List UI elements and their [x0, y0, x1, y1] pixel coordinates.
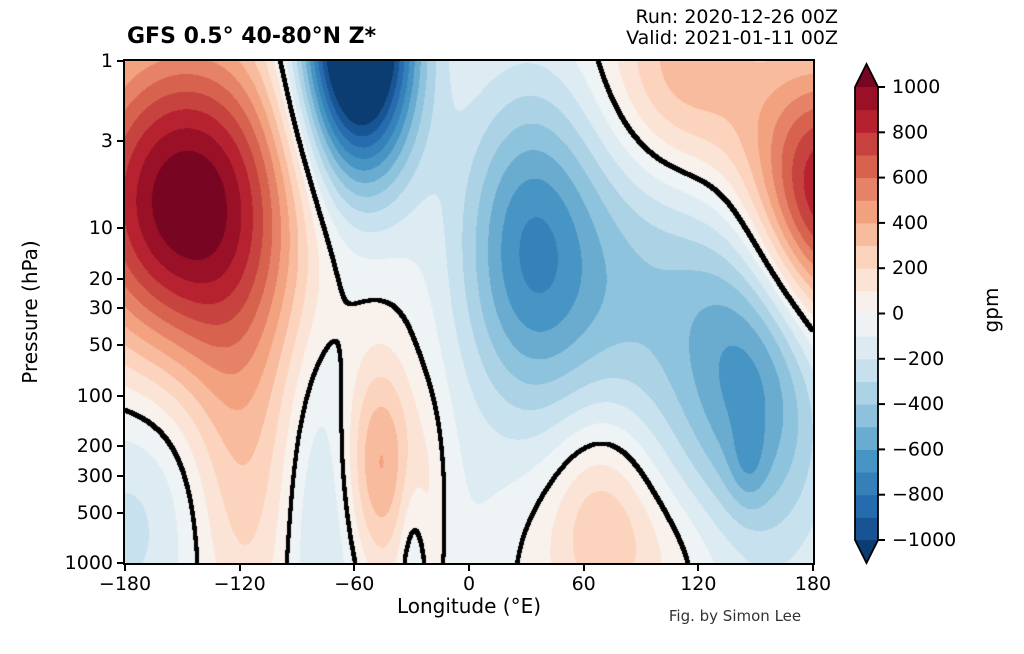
y-tick-label: 50 — [88, 334, 113, 357]
colorbar-segment — [855, 268, 878, 292]
colorbar-segment — [855, 200, 878, 224]
colorbar-segment — [855, 517, 878, 541]
x-tick-label: −120 — [213, 573, 266, 595]
colorbar-segment — [855, 358, 878, 382]
colorbar-segment — [855, 313, 878, 337]
y-tick-label: 20 — [88, 267, 113, 290]
y-tick — [117, 139, 125, 142]
contour-plot-canvas — [125, 61, 813, 563]
colorbar-segment — [855, 449, 878, 473]
x-tick — [353, 563, 356, 571]
colorbar-tick-label: 800 — [892, 121, 928, 143]
y-tick — [117, 307, 125, 310]
colorbar-segment — [855, 154, 878, 179]
colorbar-segment — [855, 404, 878, 428]
x-tick — [238, 563, 241, 571]
colorbar-tick-label: 200 — [892, 257, 928, 279]
y-tick-label: 10 — [88, 217, 113, 240]
x-tick-label: 60 — [571, 573, 596, 595]
x-axis-label: Longitude (°E) — [396, 594, 542, 618]
x-tick — [812, 563, 814, 571]
y-tick-label: 200 — [76, 435, 113, 458]
colorbar-segment — [855, 290, 878, 314]
colorbar-segment — [855, 132, 878, 156]
y-tick — [117, 562, 125, 564]
x-tick-label: 0 — [462, 573, 476, 595]
y-tick-label: 300 — [76, 464, 113, 487]
colorbar-segment — [855, 222, 878, 247]
colorbar-segment — [855, 245, 878, 269]
colorbar-segment — [855, 494, 878, 518]
y-axis-label: Pressure (hPa) — [18, 240, 42, 384]
colorbar-segment — [855, 87, 878, 111]
y-tick-label: 1000 — [64, 552, 113, 574]
colorbar-tick-label: −600 — [892, 438, 944, 460]
y-tick-label: 30 — [88, 297, 113, 320]
y-tick — [117, 60, 125, 62]
colorbar-extend-under — [855, 540, 878, 563]
y-tick — [117, 474, 125, 477]
colorbar-tick-label: 600 — [892, 167, 928, 189]
x-tick-label: 120 — [680, 573, 717, 595]
y-tick — [117, 511, 125, 514]
y-tick — [117, 445, 125, 448]
colorbar-segment — [855, 177, 878, 201]
x-tick-label: −60 — [334, 573, 375, 595]
y-tick-label: 3 — [100, 129, 113, 152]
y-tick — [117, 227, 125, 230]
colorbar-segment — [855, 426, 878, 450]
y-tick-label: 500 — [76, 501, 113, 524]
colorbar-tick-label: 400 — [892, 212, 928, 234]
colorbar-tick-label: −1000 — [892, 529, 956, 551]
x-tick — [582, 563, 585, 571]
y-tick-label: 1 — [100, 50, 113, 72]
colorbar-segment — [855, 336, 878, 360]
x-tick — [468, 563, 470, 571]
colorbar-tick-label: −400 — [892, 393, 944, 415]
plot-area — [123, 59, 815, 565]
colorbar-segment — [855, 381, 878, 405]
x-tick — [697, 563, 700, 571]
figure-credit: Fig. by Simon Lee — [668, 607, 802, 625]
x-tick-label: 180 — [794, 573, 832, 595]
valid-label: Valid: 2021-01-11 00Z — [626, 27, 838, 49]
plot-title: GFS 0.5° 40-80°N Z* — [127, 24, 377, 49]
y-tick — [117, 344, 125, 347]
x-tick — [124, 563, 126, 571]
y-tick-label: 100 — [76, 384, 113, 407]
y-tick — [117, 394, 125, 397]
run-label: Run: 2020-12-26 00Z — [635, 6, 838, 28]
colorbar-tick-label: 1000 — [892, 76, 940, 98]
colorbar-tick-label: 0 — [892, 303, 904, 325]
colorbar-segment — [855, 472, 878, 496]
colorbar: 1000 800 600 400 200 0 −200 −400 −600 −800 −1000 — [854, 61, 956, 566]
colorbar-extend-over — [855, 64, 878, 87]
colorbar-label: gpm — [979, 287, 1003, 333]
colorbar-tick-label: −200 — [892, 348, 944, 370]
run-info: Run: 2020-12-26 00Z Valid: 2021-01-11 00… — [626, 7, 838, 49]
colorbar-segment — [855, 109, 878, 133]
y-tick — [117, 277, 125, 280]
colorbar-tick-label: −800 — [892, 484, 944, 506]
x-tick-label: −180 — [98, 573, 152, 595]
